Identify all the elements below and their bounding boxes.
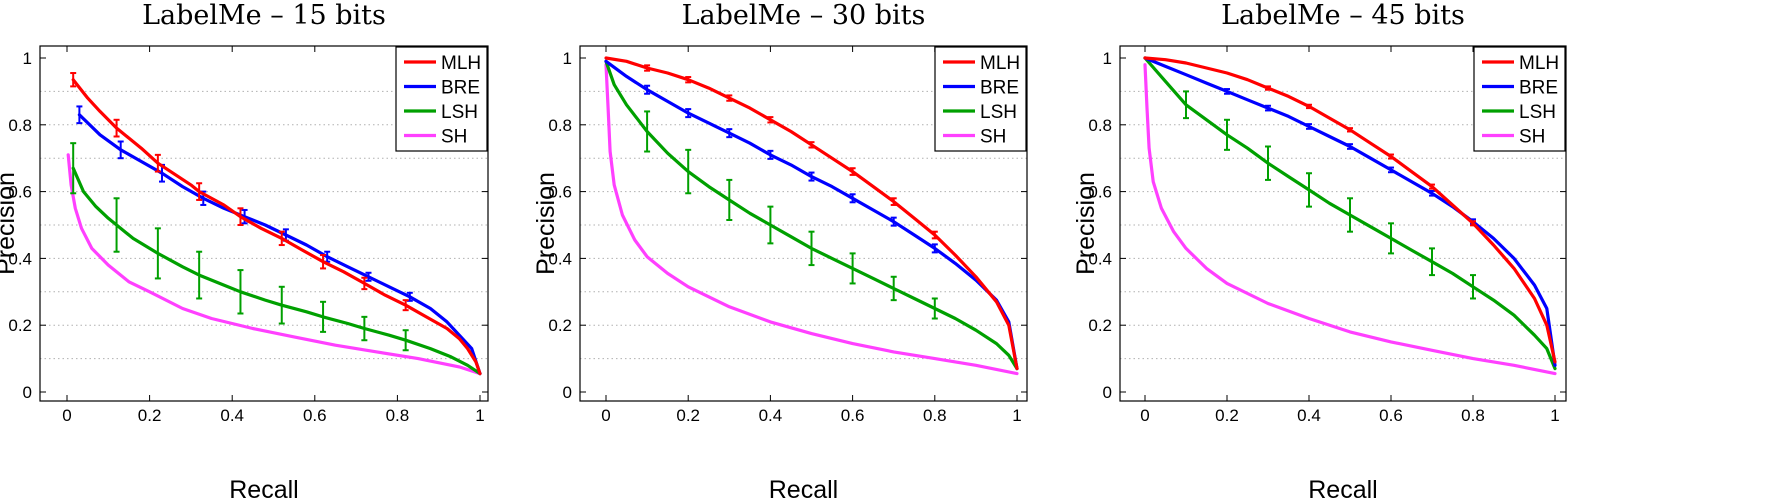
chart-panel-3: LabelMe – 45 bits 0 0.2 0.4 0.6 0.8 1 0 0.2 0.4 0.… [1072, 0, 1567, 502]
series-line-mlh [604, 56, 1019, 371]
legend-box [395, 46, 488, 152]
legend-label-lsh: LSH [1519, 102, 1556, 123]
series-line-sh [604, 63, 1019, 376]
series-line-sh [1143, 63, 1557, 376]
x-tick-label: 0 [62, 406, 71, 425]
legend-label-mlh: MLH [441, 53, 481, 74]
series-line-lsh [71, 166, 482, 376]
x-tick-label: 0.8 [1461, 406, 1485, 425]
y-tick-label: 0.2 [1088, 316, 1112, 335]
chart-panel-2: LabelMe – 30 bits 0 0.2 0.4 0.6 0.8 1 0 0.2 0.4 0.… [532, 0, 1028, 502]
series-line-mlh [1143, 56, 1557, 364]
y-axis-label: Precision [1072, 172, 1100, 275]
y-tick-label: 0 [563, 383, 572, 402]
legend-label-mlh: MLH [1519, 53, 1559, 74]
y-tick-label: 0.6 [8, 183, 32, 202]
legend-label-bre: BRE [441, 78, 480, 99]
x-tick-label: 0.4 [220, 406, 244, 425]
y-tick-label: 0.6 [1088, 183, 1112, 202]
series-line-bre [77, 113, 482, 376]
legend-box [934, 46, 1027, 152]
x-tick-label: 0.4 [759, 406, 783, 425]
x-tick-label: 1 [475, 406, 484, 425]
legend: MLH BRE LSH SH [1473, 46, 1566, 152]
legend-label-lsh: LSH [441, 102, 478, 123]
x-tick-label: 0.2 [138, 406, 162, 425]
axes-box [39, 45, 489, 402]
legend: MLH BRE LSH SH [395, 46, 488, 152]
x-tick-label: 1 [1012, 406, 1021, 425]
y-tick-label: 0.4 [1088, 249, 1112, 268]
y-tick-label: 1 [563, 49, 572, 68]
series-line-mlh [71, 78, 482, 376]
y-tick-label: 0 [1103, 383, 1112, 402]
legend: MLH BRE LSH SH [934, 46, 1027, 152]
legend-label-sh: SH [1519, 127, 1545, 148]
x-tick-label: 0.8 [386, 406, 410, 425]
x-axis-label: Recall [1308, 476, 1377, 502]
y-axis-label: Precision [0, 172, 20, 275]
chart-panel-1: LabelMe – 15 bits 0 0.2 0.4 0.6 0.8 1 0 0.2 0.4 0.… [0, 0, 489, 502]
legend-label-lsh: LSH [980, 102, 1017, 123]
series-line-bre [604, 59, 1019, 371]
y-axis-label: Precision [532, 172, 560, 275]
x-tick-label: 0.8 [923, 406, 947, 425]
y-tick-label: 1 [23, 49, 32, 68]
series-line-bre [1143, 56, 1557, 367]
x-axis-label: Recall [229, 476, 298, 502]
legend-label-bre: BRE [980, 78, 1019, 99]
series-line-sh [66, 153, 482, 376]
x-tick-label: 1 [1550, 406, 1559, 425]
y-tick-label: 0.8 [8, 116, 32, 135]
series-line-lsh [1143, 56, 1557, 371]
y-tick-label: 0.8 [548, 116, 572, 135]
x-tick-label: 0.6 [303, 406, 327, 425]
legend-label-bre: BRE [1519, 78, 1558, 99]
x-tick-label: 0 [601, 406, 610, 425]
y-tick-label: 1 [1103, 49, 1112, 68]
y-tick-label: 0.8 [1088, 116, 1112, 135]
x-tick-label: 0 [1140, 406, 1149, 425]
chart-title: LabelMe – 30 bits [682, 0, 926, 31]
x-tick-label: 0.4 [1297, 406, 1321, 425]
legend-label-sh: SH [441, 127, 467, 148]
x-tick-label: 0.6 [1379, 406, 1403, 425]
chart-title: LabelMe – 45 bits [1221, 0, 1465, 31]
y-tick-label: 0.2 [8, 316, 32, 335]
chart-title: LabelMe – 15 bits [142, 0, 386, 31]
x-tick-label: 0.2 [1215, 406, 1239, 425]
axes-box [1119, 45, 1567, 402]
y-tick-label: 0.4 [8, 249, 32, 268]
x-axis-label: Recall [769, 476, 838, 502]
y-tick-label: 0 [23, 383, 32, 402]
x-tick-label: 0.6 [841, 406, 865, 425]
y-tick-label: 0.6 [548, 183, 572, 202]
x-tick-label: 0.2 [676, 406, 700, 425]
y-tick-label: 0.4 [548, 249, 572, 268]
legend-label-mlh: MLH [980, 53, 1020, 74]
axes-box [579, 45, 1028, 402]
y-tick-label: 0.2 [548, 316, 572, 335]
legend-label-sh: SH [980, 127, 1006, 148]
legend-box [1473, 46, 1566, 152]
